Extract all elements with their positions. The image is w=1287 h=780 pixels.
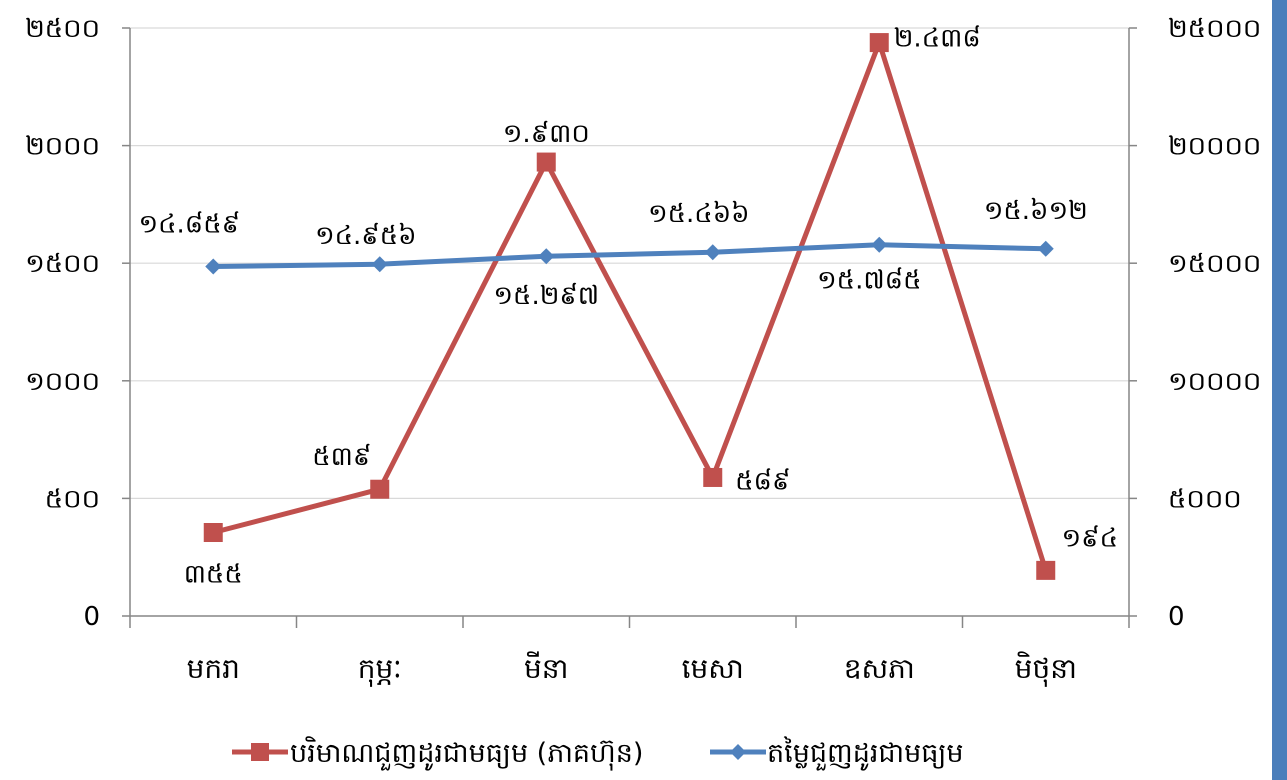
series-0-marker-2 (536, 152, 556, 172)
legend-label-0: បរិមាណជួញដូរជាមធ្យម (ភាគហ៊ុន) (290, 736, 643, 771)
right-axis-tick-labels: 0 ៥០០០ ១០០០០ ១៥០០០ ២០០០០ ២៥០០០ (1168, 14, 1261, 632)
series-1-line (213, 242, 1046, 270)
category-label-5: មិថុនា (1015, 651, 1077, 687)
category-axis-labels: មករា កុម្ភៈ មីនា មេសា ឧសភា មិថុនា (187, 651, 1077, 687)
series-1-data-label-0: ១៤.៨៥៩ (138, 210, 240, 240)
legend-item-0: បរិមាណជួញដូរជាមធ្យម (ភាគហ៊ុន) (232, 736, 643, 771)
legend-marker-0 (251, 743, 269, 761)
series-1-marker-0 (205, 258, 222, 275)
series-0-marker-0 (203, 523, 223, 543)
y-left-tick-label-3: ១៥០០ (25, 249, 100, 279)
axes (122, 27, 1137, 628)
series-1-data-label-3: ១៥.៤៦៦ (648, 199, 750, 229)
category-label-3: មេសា (682, 652, 744, 685)
series-0-data-label-3: ៥៨៩ (735, 466, 790, 496)
series-1-marker-1 (371, 256, 388, 273)
y-left-tick-label-4: ២០០០ (25, 132, 100, 162)
series-0-data-label-4: ២.៤៣៨ (894, 24, 981, 54)
category-label-1: កុម្ភៈ (358, 652, 402, 687)
y-right-tick-label-3: ១៥០០០ (1168, 249, 1261, 279)
legend-label-1: តម្លៃជួញដូរជាមធ្យម (767, 736, 964, 771)
left-axis-tick-labels: 0 ៥០០ ១០០០ ១៥០០ ២០០០ ២៥០០ (25, 14, 100, 632)
series-0-data-label-2: ១.៩៣០ (503, 119, 590, 149)
series-1-marker-3 (704, 244, 721, 261)
series-1-data-label-4: ១៥.៧៨៥ (817, 266, 922, 296)
series-0-data-label-0: ៣៥៥ (184, 560, 243, 590)
series-1-marker-2 (538, 248, 555, 265)
y-left-tick-label-0: 0 (83, 602, 100, 632)
legend-item-1: តម្លៃជួញដូរជាមធ្យម (710, 736, 964, 771)
y-right-tick-label-5: ២៥០០០ (1168, 14, 1261, 44)
category-label-0: មករា (187, 652, 240, 685)
category-label-4: ឧសភា (844, 652, 915, 685)
right-edge-border (1272, 0, 1287, 780)
y-right-tick-label-1: ៥០០០ (1168, 484, 1242, 514)
series-0-line (212, 40, 1049, 572)
series-1-data-label-2: ១៥.២៩៧ (493, 281, 599, 311)
series-0-marker-4 (869, 33, 889, 53)
series-0-marker-5 (1036, 560, 1056, 580)
series-1-data-label-5: ១៥.៦១២ (984, 196, 1088, 226)
series-1-marker-5 (1037, 240, 1054, 257)
y-left-tick-label-5: ២៥០០ (25, 14, 100, 44)
y-left-tick-label-2: ១០០០ (25, 367, 100, 397)
legend: បរិមាណជួញដូរជាមធ្យម (ភាគហ៊ុន) តម្លៃជួញដូរ… (232, 736, 964, 771)
series-0-marker-3 (703, 467, 723, 487)
series-0-data-label-1: ៥៣៩ (312, 442, 371, 472)
y-left-tick-label-1: ៥០០ (45, 484, 100, 514)
series-0-marker-1 (370, 479, 390, 499)
category-label-2: មីនា (524, 651, 568, 685)
legend-marker-1 (730, 744, 746, 760)
y-right-tick-label-0: 0 (1168, 602, 1185, 632)
series-0-data-label-5: ១៩៤ (1062, 523, 1119, 553)
series-1-data-label-1: ១៤.៩៥៦ (315, 221, 417, 251)
series-1-marker-4 (871, 236, 888, 253)
y-right-tick-label-4: ២០០០០ (1168, 132, 1261, 162)
y-right-tick-label-2: ១០០០០ (1168, 367, 1261, 397)
